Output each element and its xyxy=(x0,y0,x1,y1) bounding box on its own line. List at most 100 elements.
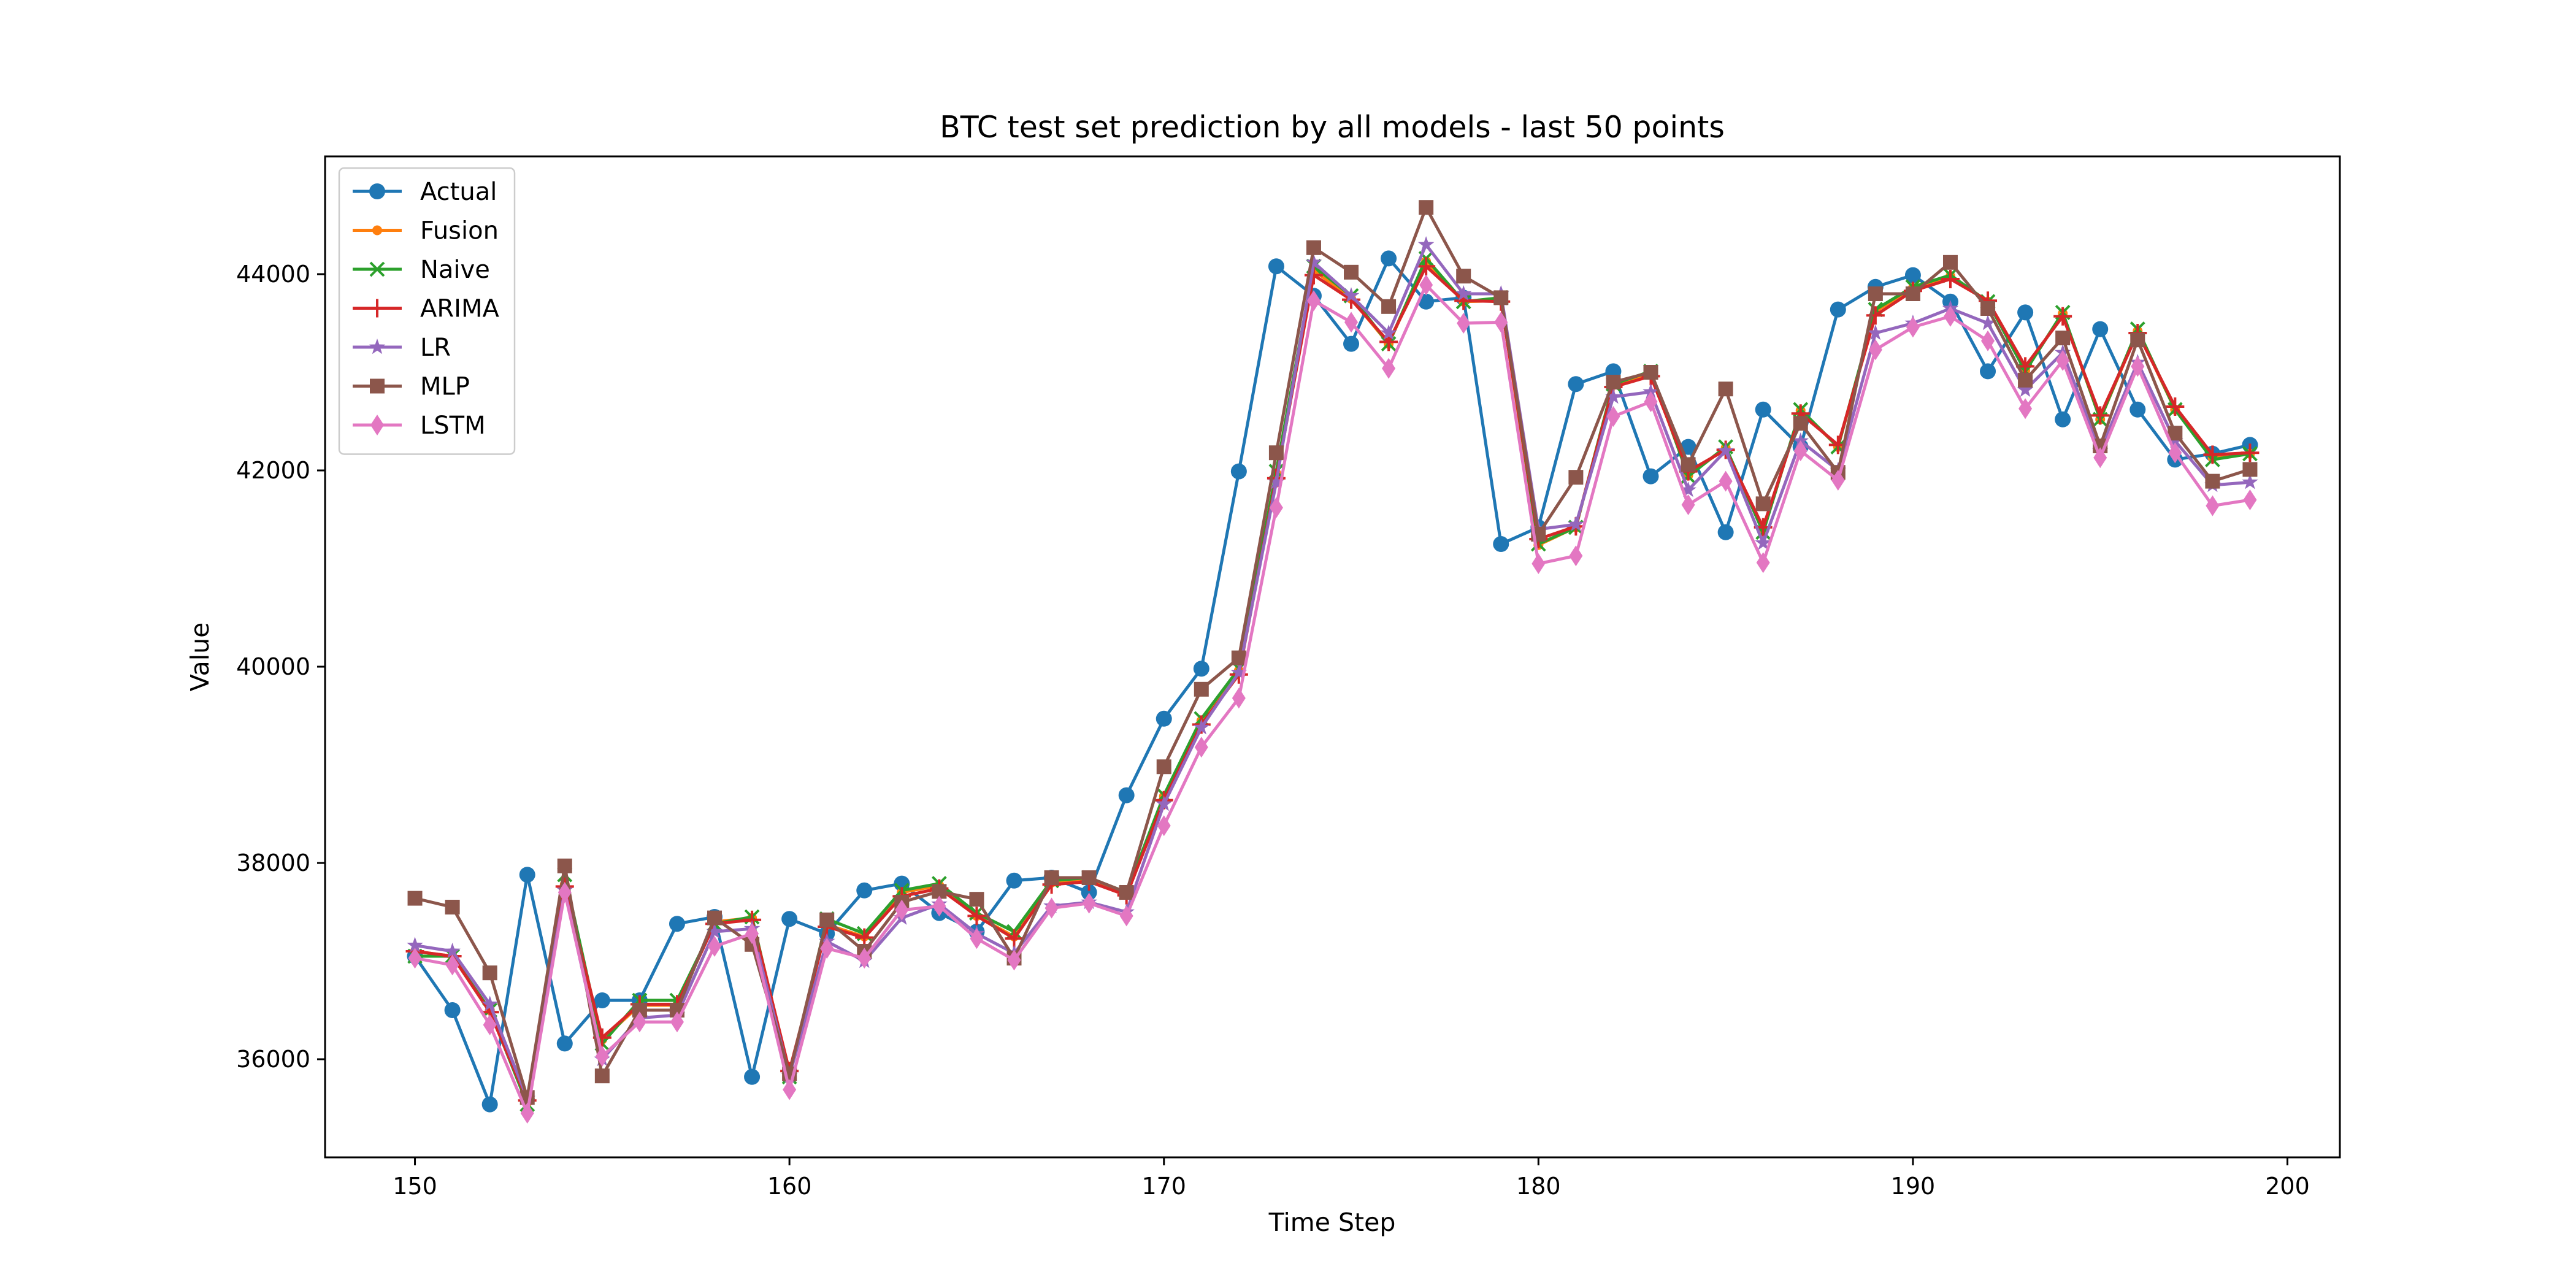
legend-marker xyxy=(372,225,382,236)
point-actual xyxy=(519,867,535,883)
point-lstm xyxy=(1831,470,1845,491)
point-lstm xyxy=(708,936,722,957)
legend-marker xyxy=(369,339,386,355)
point-mlp xyxy=(482,965,497,981)
y-tick-label: 36000 xyxy=(236,1046,310,1073)
point-mlp xyxy=(1119,885,1134,900)
point-lstm xyxy=(1681,494,1695,515)
point-actual xyxy=(1717,524,1734,540)
point-actual xyxy=(1268,258,1284,275)
point-mlp xyxy=(1905,286,1920,301)
point-actual xyxy=(1493,536,1509,552)
point-lr xyxy=(1979,315,1996,331)
point-lstm xyxy=(2206,495,2220,516)
point-lstm xyxy=(1756,552,1770,573)
point-lstm xyxy=(2056,350,2070,371)
point-mlp xyxy=(707,910,723,926)
point-lstm xyxy=(932,895,946,917)
point-lstm xyxy=(1419,274,1433,296)
point-lstm xyxy=(558,882,572,903)
point-lr xyxy=(1755,534,1771,550)
point-lstm xyxy=(1269,497,1283,518)
point-lr xyxy=(1680,481,1696,497)
point-arima xyxy=(1005,929,1024,948)
point-lstm xyxy=(1906,316,1920,338)
point-actual xyxy=(594,992,610,1008)
point-lr xyxy=(1792,432,1809,448)
point-lstm xyxy=(1606,406,1620,427)
point-lstm xyxy=(1045,897,1059,919)
point-actual xyxy=(1006,872,1022,889)
x-tick-label: 180 xyxy=(1516,1173,1561,1200)
point-lstm xyxy=(1344,312,1359,333)
x-tick-label: 170 xyxy=(1141,1173,1186,1200)
point-mlp xyxy=(1268,445,1284,461)
point-mlp xyxy=(2018,372,2033,388)
point-actual xyxy=(2092,321,2109,337)
point-mlp xyxy=(1793,416,1808,431)
legend-label: MLP xyxy=(420,373,470,401)
point-actual xyxy=(744,1068,761,1085)
point-arima xyxy=(1941,270,1960,288)
point-lr xyxy=(407,937,423,953)
point-actual xyxy=(781,911,798,927)
point-mlp xyxy=(1419,200,1434,215)
point-actual xyxy=(1755,401,1771,418)
point-mlp xyxy=(1081,870,1097,885)
point-lstm xyxy=(2243,489,2257,510)
point-lstm xyxy=(483,1014,497,1035)
point-mlp xyxy=(1306,240,1321,255)
legend-item-naive: Naive xyxy=(353,256,490,284)
y-tick-label: 38000 xyxy=(236,849,310,876)
point-lr xyxy=(1455,285,1472,301)
point-arima xyxy=(1866,306,1885,325)
point-mlp xyxy=(1980,301,1996,316)
point-actual xyxy=(856,882,873,899)
point-mlp xyxy=(2242,462,2258,477)
point-lr xyxy=(481,995,498,1011)
point-lstm xyxy=(745,923,759,945)
point-actual xyxy=(1193,661,1209,677)
y-tick-label: 42000 xyxy=(236,457,310,484)
y-tick-label: 44000 xyxy=(236,261,310,288)
point-lstm xyxy=(1644,391,1658,412)
point-mlp xyxy=(2130,332,2145,348)
point-lr xyxy=(1717,442,1734,458)
point-mlp xyxy=(1344,264,1359,280)
point-mlp xyxy=(1718,381,1733,397)
point-lr xyxy=(1867,324,1884,340)
x-axis-label: Time Step xyxy=(1268,1208,1396,1237)
point-actual xyxy=(2055,411,2071,427)
point-lstm xyxy=(1194,737,1208,758)
x-tick-label: 150 xyxy=(393,1173,437,1200)
point-lstm xyxy=(1531,553,1546,574)
point-lstm xyxy=(632,1011,646,1033)
point-lstm xyxy=(1943,305,1957,327)
point-arima xyxy=(967,907,986,926)
point-actual xyxy=(1904,267,1921,283)
point-lstm xyxy=(1569,545,1583,567)
point-lr xyxy=(1605,388,1622,404)
x-tick-label: 200 xyxy=(2265,1173,2310,1200)
point-lstm xyxy=(895,899,909,921)
point-lstm xyxy=(2093,447,2107,469)
series-line-mlp xyxy=(414,205,2251,1099)
plot-lines xyxy=(405,200,2260,1124)
point-lr xyxy=(706,923,723,939)
point-lr xyxy=(1156,795,1172,811)
point-lstm xyxy=(783,1079,797,1100)
point-mlp xyxy=(1044,870,1059,885)
legend: Actual Fusion Naive ARIMA LR MLP LSTM xyxy=(338,167,516,455)
legend-label: LR xyxy=(420,334,451,362)
legend-item-lstm: LSTM xyxy=(353,412,486,440)
legend-marker xyxy=(368,299,386,318)
point-lr xyxy=(1568,516,1584,532)
point-lstm xyxy=(857,948,872,969)
chart-title: BTC test set prediction by all models - … xyxy=(940,110,1725,145)
point-actual xyxy=(1980,363,1996,380)
point-actual xyxy=(556,1035,573,1052)
point-lr xyxy=(2017,381,2034,397)
point-lstm xyxy=(520,1103,534,1124)
point-arima xyxy=(2166,397,2185,416)
